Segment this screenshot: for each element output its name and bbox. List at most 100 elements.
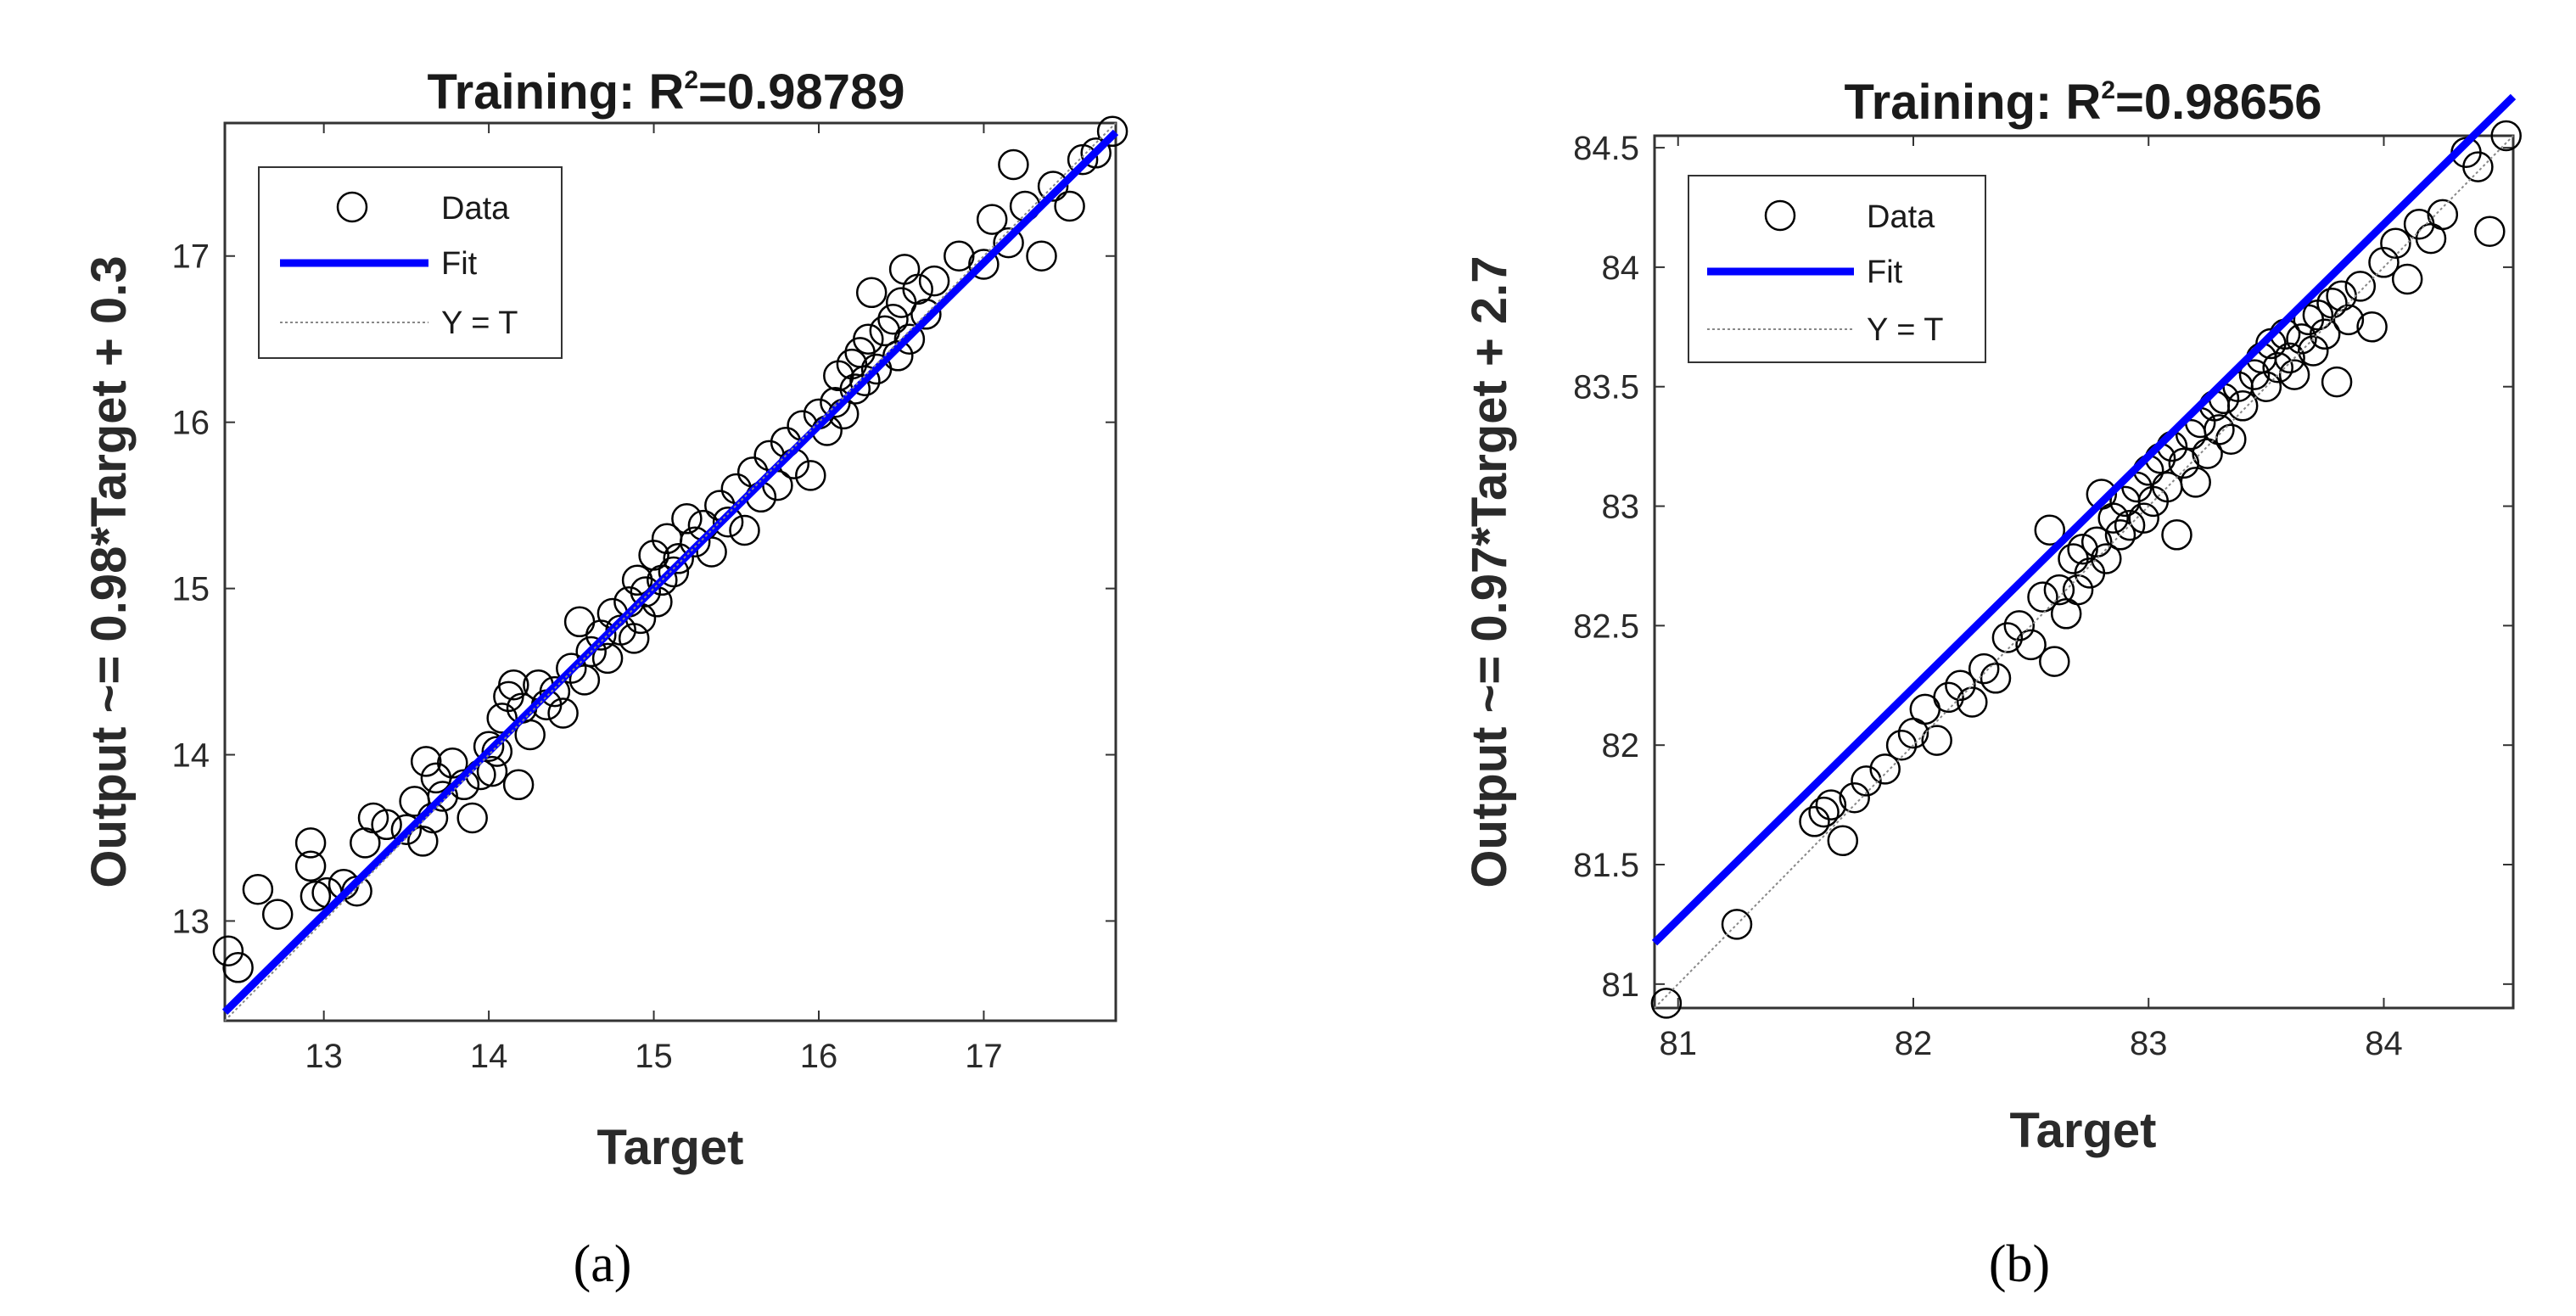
y-tick-label-a: 16 [172, 405, 210, 442]
data-point-a [300, 880, 332, 912]
data-point-a [893, 323, 926, 355]
data-point-a [448, 769, 480, 801]
identity-line-b [1654, 135, 2514, 1009]
data-point-a [630, 576, 662, 608]
data-point-a [671, 503, 703, 535]
y-axis-label-b: Output ~= 0.97*Target + 2.7 [1462, 255, 1517, 888]
x-tick-label-a: 15 [635, 1038, 673, 1075]
y-tick-label-b: 84 [1602, 249, 1640, 287]
data-point-b [2274, 342, 2305, 374]
legend-label-data-b: Data [1867, 199, 1935, 235]
data-point-b [1827, 825, 1859, 857]
data-point-b [2091, 543, 2122, 574]
data-point-a [242, 873, 274, 905]
x-axis-label-a: Target [597, 1120, 744, 1175]
data-point-b [1933, 681, 1964, 714]
data-point-a [1054, 190, 1085, 222]
chart-title-b-prefix: Training: R [1844, 75, 2101, 130]
data-point-a [371, 809, 402, 841]
data-point-a [1037, 171, 1069, 202]
data-point-b [2015, 629, 2047, 661]
data-point-b [2168, 447, 2200, 479]
data-point-a [618, 623, 650, 654]
fit-line-b [1651, 93, 2517, 946]
y-tick-label-a: 14 [172, 737, 210, 775]
x-tick-label-b: 81 [1659, 1025, 1697, 1062]
data-point-b [2027, 581, 2058, 613]
data-point-a [647, 564, 678, 596]
scatter-panel-a: Training: R2=0.98789 13 14 15 16 17131415161… [81, 64, 1128, 1293]
data-point-a [658, 556, 690, 588]
data-point-b [1885, 729, 1918, 761]
data-point-a [486, 703, 518, 734]
fit-lines-b [1651, 93, 2517, 1009]
legend-label-identity-b: Y = T [1867, 312, 1944, 348]
data-point-a [407, 826, 439, 857]
data-point-b [2034, 514, 2066, 546]
data-point-a [514, 719, 546, 751]
data-point-b [2316, 287, 2348, 319]
data-point-a [456, 802, 488, 834]
scatter-panel-b: Training: R2=0.98656 81 82 83 84 81 81.5 82 82.… [1462, 75, 2522, 1293]
data-point-b [2321, 366, 2353, 398]
data-point-b [2080, 526, 2113, 558]
data-point-b [1721, 909, 1753, 940]
data-point-b [2067, 533, 2098, 565]
legend-label-data-a: Data [441, 191, 510, 227]
data-point-a [547, 697, 579, 729]
data-point-b [2238, 359, 2271, 390]
data-point-b [2309, 318, 2341, 350]
data-point-b [2250, 371, 2282, 402]
data-point-b [2474, 216, 2506, 247]
data-point-b [1839, 781, 1870, 814]
x-tick-label-a: 13 [305, 1038, 343, 1075]
x-tick-label-a: 17 [965, 1038, 1003, 1075]
fit-lines-a [221, 122, 1119, 1022]
data-point-b [2278, 359, 2310, 390]
data-point-a [795, 460, 826, 491]
data-point-a [1026, 240, 1057, 272]
x-tick-label-a: 16 [800, 1038, 838, 1075]
chart-title-a-prefix: Training: R [427, 64, 684, 120]
data-point-b [2104, 519, 2136, 551]
legend-a: Data Fit Y = T [258, 166, 563, 359]
data-point-b [2427, 199, 2459, 231]
data-point-a [539, 675, 571, 708]
data-point-b [1968, 652, 2000, 685]
data-point-a [869, 315, 901, 347]
data-point-b [1808, 796, 1840, 828]
panel-label-a: (a) [574, 1235, 632, 1293]
data-point-a [944, 240, 975, 272]
data-point-b [2226, 390, 2259, 422]
chart-title-b-value: =0.98656 [2115, 75, 2322, 130]
data-point-b [2215, 423, 2247, 455]
data-point-b [1869, 753, 1901, 785]
data-point-a [849, 365, 881, 396]
chart-title-a-superscript: 2 [684, 66, 698, 94]
data-point-b [2462, 151, 2494, 182]
data-point-a [696, 536, 727, 568]
y-tick-label-a: 17 [172, 238, 210, 276]
data-point-a [910, 299, 942, 330]
y-tick-label-b: 82 [1602, 727, 1640, 764]
data-point-a [853, 323, 884, 355]
legend-label-fit-a: Fit [441, 246, 478, 282]
data-point-b [2039, 646, 2070, 677]
data-point-a [976, 204, 1008, 235]
data-point-a [390, 814, 423, 845]
data-point-a [294, 850, 327, 882]
data-point-a [902, 273, 933, 305]
data-point-b [1799, 806, 1830, 837]
data-point-b [2043, 574, 2075, 606]
data-point-b [1921, 725, 1952, 756]
data-point-a [1080, 137, 1112, 169]
data-point-a [638, 540, 669, 571]
data-point-b [2380, 227, 2411, 259]
data-point-b [2332, 304, 2365, 336]
data-point-b [1980, 663, 2012, 694]
data-point-a [918, 265, 950, 297]
data-point-b [1957, 686, 1988, 718]
data-point-a [350, 827, 381, 859]
data-point-a [222, 952, 254, 983]
x-tick-label-b: 82 [1895, 1025, 1933, 1062]
